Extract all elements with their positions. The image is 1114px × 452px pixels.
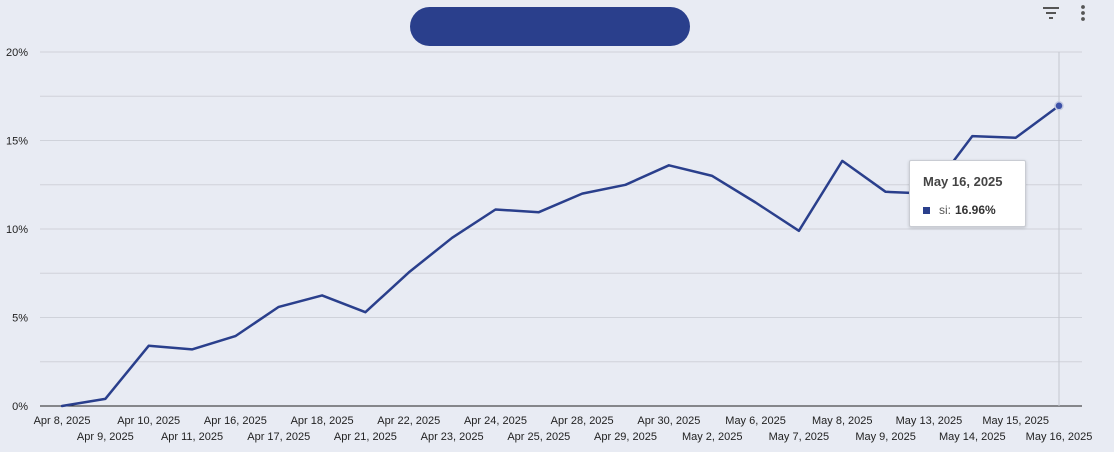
y-tick-label: 10% bbox=[6, 224, 28, 236]
x-tick-label: May 9, 2025 bbox=[855, 431, 916, 443]
gridlines bbox=[40, 51, 1082, 363]
x-tick-label: Apr 24, 2025 bbox=[464, 415, 527, 427]
x-tick-label: Apr 18, 2025 bbox=[291, 415, 354, 427]
x-tick-label: Apr 17, 2025 bbox=[247, 431, 310, 443]
x-axis-tick-labels: Apr 8, 2025 Apr 9, 2025 Apr 10, 2025 Apr 11… bbox=[34, 415, 1093, 443]
x-tick-label: May 13, 2025 bbox=[896, 415, 963, 427]
series-line bbox=[60, 104, 1061, 408]
tooltip-date: May 16, 2025 bbox=[923, 174, 1003, 189]
tooltip-value: 16.96% bbox=[955, 203, 996, 217]
y-tick-label: 20% bbox=[6, 47, 28, 59]
y-axis-tick-labels: 0% 5% 10% 15% 20% bbox=[6, 47, 28, 413]
x-tick-label: Apr 23, 2025 bbox=[421, 431, 484, 443]
x-tick-label: May 2, 2025 bbox=[682, 431, 743, 443]
x-tick-label: Apr 25, 2025 bbox=[507, 431, 570, 443]
x-tick-label: May 16, 2025 bbox=[1026, 431, 1093, 443]
filter-icon[interactable] bbox=[1040, 2, 1062, 24]
data-point bbox=[1054, 101, 1064, 111]
x-tick-label: Apr 8, 2025 bbox=[34, 415, 91, 427]
tooltip-series-swatch bbox=[923, 206, 930, 214]
x-tick-label: May 6, 2025 bbox=[725, 415, 786, 427]
legend-bar[interactable] bbox=[410, 7, 690, 46]
y-tick-label: 0% bbox=[12, 401, 28, 413]
x-tick-label: Apr 28, 2025 bbox=[551, 415, 614, 427]
x-tick-label: Apr 22, 2025 bbox=[377, 415, 440, 427]
x-tick-label: May 7, 2025 bbox=[769, 431, 830, 443]
more-vert-icon[interactable] bbox=[1072, 2, 1094, 24]
x-tick-label: May 15, 2025 bbox=[982, 415, 1049, 427]
x-tick-label: Apr 16, 2025 bbox=[204, 415, 267, 427]
data-tooltip: May 16, 2025 si: 16.96% bbox=[909, 160, 1026, 227]
y-tick-label: 5% bbox=[12, 313, 28, 325]
series-layer bbox=[60, 101, 1064, 408]
x-tick-label: Apr 30, 2025 bbox=[637, 415, 700, 427]
x-tick-label: Apr 9, 2025 bbox=[77, 431, 134, 443]
x-tick-label: Apr 29, 2025 bbox=[594, 431, 657, 443]
x-tick-label: May 8, 2025 bbox=[812, 415, 873, 427]
x-tick-label: Apr 10, 2025 bbox=[117, 415, 180, 427]
tooltip-series-label: si: bbox=[939, 203, 951, 217]
x-tick-label: Apr 21, 2025 bbox=[334, 431, 397, 443]
tooltip-row: si: 16.96% bbox=[923, 203, 1025, 217]
x-tick-label: Apr 11, 2025 bbox=[161, 431, 223, 443]
y-tick-label: 15% bbox=[6, 136, 28, 148]
x-tick-label: May 14, 2025 bbox=[939, 431, 1006, 443]
